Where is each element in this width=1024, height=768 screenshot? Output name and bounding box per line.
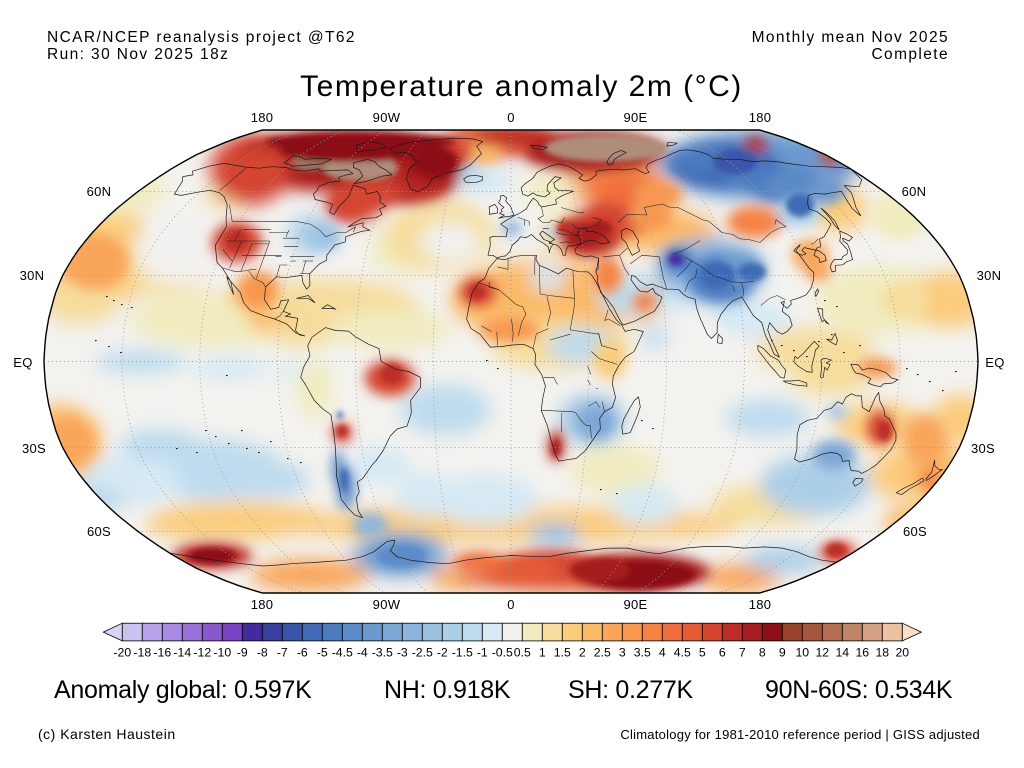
svg-text:-2: -2 bbox=[437, 646, 448, 660]
svg-text:-16: -16 bbox=[153, 646, 171, 660]
svg-text:3.5: 3.5 bbox=[634, 646, 651, 660]
svg-text:5: 5 bbox=[699, 646, 706, 660]
svg-text:4: 4 bbox=[659, 646, 666, 660]
svg-text:-10: -10 bbox=[213, 646, 231, 660]
svg-text:-14: -14 bbox=[173, 646, 191, 660]
svg-text:2: 2 bbox=[579, 646, 586, 660]
svg-text:1.5: 1.5 bbox=[554, 646, 571, 660]
svg-text:7: 7 bbox=[739, 646, 746, 660]
svg-text:2.5: 2.5 bbox=[594, 646, 611, 660]
svg-text:9: 9 bbox=[779, 646, 786, 660]
svg-text:-3: -3 bbox=[397, 646, 408, 660]
svg-text:8: 8 bbox=[759, 646, 766, 660]
svg-text:-4.5: -4.5 bbox=[332, 646, 353, 660]
svg-text:-2.5: -2.5 bbox=[412, 646, 433, 660]
svg-text:-18: -18 bbox=[133, 646, 151, 660]
svg-text:-5: -5 bbox=[317, 646, 328, 660]
svg-text:-8: -8 bbox=[257, 646, 268, 660]
svg-text:4.5: 4.5 bbox=[674, 646, 691, 660]
svg-text:0.5: 0.5 bbox=[514, 646, 531, 660]
svg-text:-1: -1 bbox=[477, 646, 488, 660]
svg-text:-1.5: -1.5 bbox=[452, 646, 473, 660]
svg-text:1: 1 bbox=[539, 646, 546, 660]
svg-text:-12: -12 bbox=[193, 646, 211, 660]
svg-text:-3.5: -3.5 bbox=[372, 646, 393, 660]
svg-text:-9: -9 bbox=[237, 646, 248, 660]
svg-text:20: 20 bbox=[895, 646, 909, 660]
svg-text:10: 10 bbox=[795, 646, 809, 660]
svg-text:-7: -7 bbox=[277, 646, 288, 660]
svg-text:-6: -6 bbox=[297, 646, 308, 660]
svg-text:16: 16 bbox=[855, 646, 869, 660]
svg-text:14: 14 bbox=[835, 646, 849, 660]
svg-text:-0.5: -0.5 bbox=[492, 646, 513, 660]
svg-text:-4: -4 bbox=[357, 646, 368, 660]
svg-text:12: 12 bbox=[815, 646, 829, 660]
svg-text:-20: -20 bbox=[113, 646, 131, 660]
svg-text:3: 3 bbox=[619, 646, 626, 660]
svg-text:18: 18 bbox=[875, 646, 889, 660]
svg-text:6: 6 bbox=[719, 646, 726, 660]
